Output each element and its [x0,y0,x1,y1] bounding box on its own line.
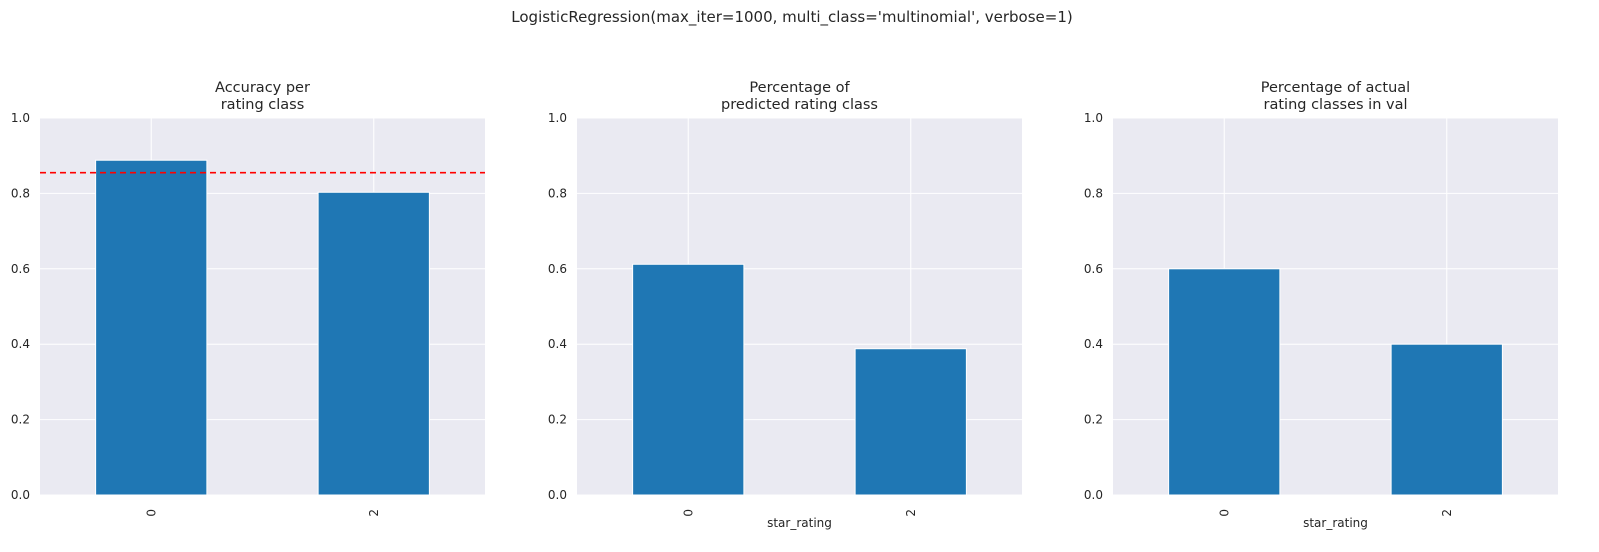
y-tick-label: 0.4 [11,337,30,351]
figure-suptitle: LogisticRegression(max_iter=1000, multi_… [511,8,1072,27]
y-tick-label: 0.0 [11,488,30,502]
bar-0 [95,159,208,496]
y-tick-label: 0.4 [1084,337,1103,351]
x-axis-label: star_rating [1303,516,1368,530]
x-axis-label: star_rating [767,516,832,530]
x-tick-label: 2 [1440,509,1454,517]
y-tick-label: 0.8 [548,186,567,200]
panel-title-line: rating class [221,97,305,113]
y-tick-label: 0.8 [1084,186,1103,200]
y-tick-label: 0.2 [1084,413,1103,427]
chart-panel-3: 0.0 0.2 0.4 0.6 0.8 1.0 0 2 star_rating Percentag… [1084,80,1558,530]
x-tick-label: 0 [1217,509,1231,517]
bar-0 [1168,268,1281,496]
y-tick-label: 1.0 [548,111,567,125]
x-tick-label: 2 [904,509,918,517]
y-tick-label: 0.0 [548,488,567,502]
y-tick-label: 0.2 [548,413,567,427]
y-tick-label: 0.2 [11,413,30,427]
y-tick-label: 1.0 [11,111,30,125]
chart-panel-1: 0.0 0.2 0.4 0.6 0.8 1.0 0 2 Accuracy per rating … [11,80,485,517]
y-tick-label: 0.4 [548,337,567,351]
bar-2 [854,348,967,496]
panel-title-line: Percentage of actual [1261,80,1410,96]
bar-2 [317,191,430,496]
x-tick-label: 0 [144,509,158,517]
bar-2 [1390,343,1503,496]
y-tick-label: 1.0 [1084,111,1103,125]
chart-panel-2: 0.0 0.2 0.4 0.6 0.8 1.0 0 2 star_rating Percentag… [548,80,1022,530]
y-tick-label: 0.6 [1084,262,1103,276]
bar-0 [632,263,745,496]
y-tick-label: 0.8 [11,186,30,200]
y-tick-label: 0.6 [11,262,30,276]
panel-title-line: predicted rating class [721,97,878,113]
x-tick-label: 0 [681,509,695,517]
x-tick-label: 2 [367,509,381,517]
panel-title-line: Accuracy per [215,80,310,96]
panel-title-line: Percentage of [749,80,850,96]
y-tick-label: 0.6 [548,262,567,276]
panel-title-line: rating classes in val [1264,97,1408,113]
y-tick-label: 0.0 [1084,488,1103,502]
